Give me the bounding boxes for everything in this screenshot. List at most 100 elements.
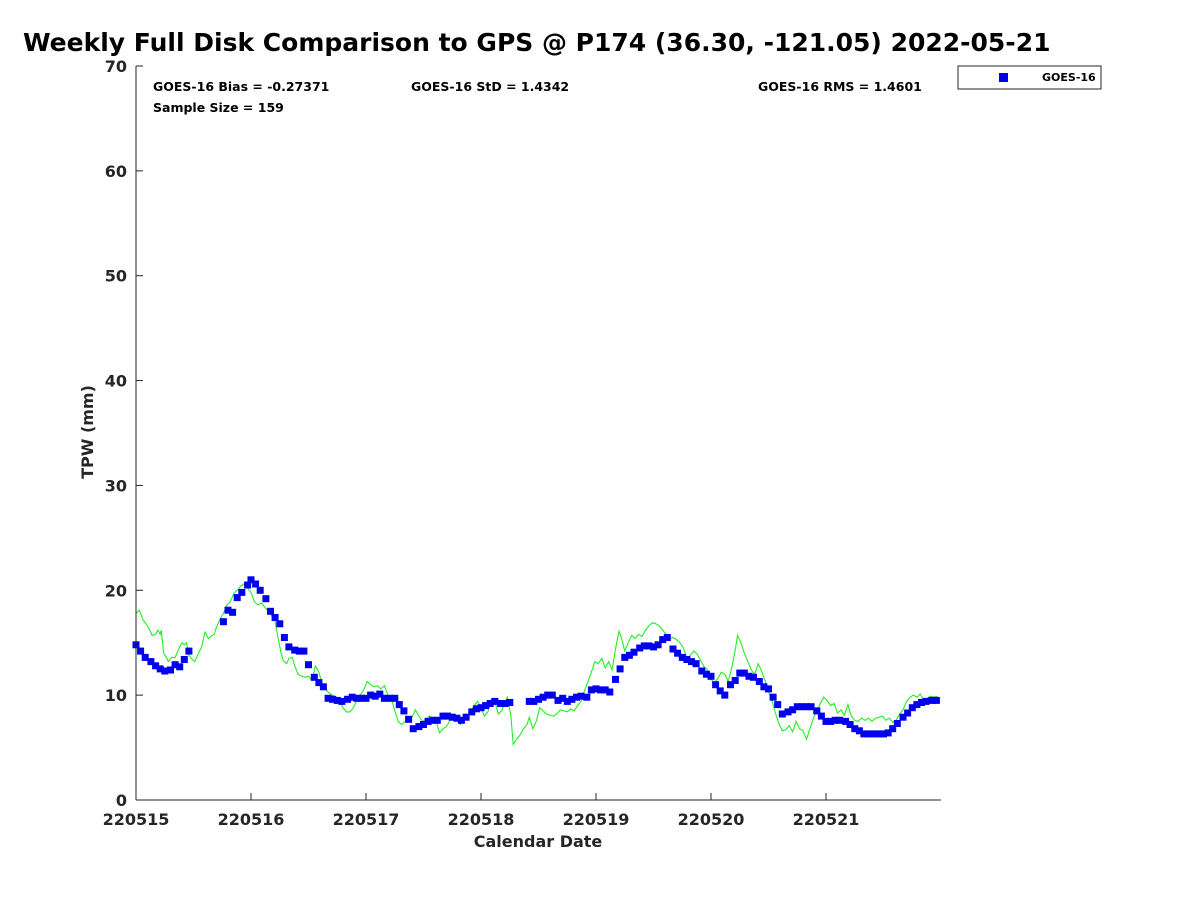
data-point-goes16 <box>482 702 490 710</box>
data-point-goes16 <box>778 710 786 718</box>
data-point-goes16 <box>760 683 768 691</box>
x-tick-label: 220519 <box>563 810 630 829</box>
x-tick-label: 220521 <box>793 810 860 829</box>
data-point-goes16 <box>457 716 465 724</box>
y-tick-label: 0 <box>116 791 127 810</box>
data-point-goes16 <box>324 694 332 702</box>
y-tick-label: 60 <box>105 162 127 181</box>
data-point-goes16 <box>391 694 399 702</box>
axes-layer: 0 10 20 30 40 50 60 70 220515 220516 220517 220518 2… <box>103 57 941 829</box>
data-point-goes16 <box>625 651 633 659</box>
data-point-goes16 <box>798 703 806 711</box>
data-point-goes16 <box>371 692 379 700</box>
data-point-goes16 <box>918 699 925 706</box>
data-point-goes16 <box>525 697 533 705</box>
data-point-goes16 <box>674 649 682 657</box>
data-point-goes16 <box>822 717 830 725</box>
data-point-goes16 <box>932 696 940 704</box>
data-point-goes16 <box>477 704 485 712</box>
y-tick-label: 30 <box>105 476 127 495</box>
data-point-goes16 <box>784 708 792 716</box>
data-point-goes16 <box>291 646 299 654</box>
data-point-goes16 <box>774 701 782 709</box>
data-point-goes16 <box>315 679 323 687</box>
data-point-goes16 <box>357 694 365 702</box>
data-point-goes16 <box>654 641 662 649</box>
data-point-goes16 <box>539 693 547 701</box>
data-point-goes16 <box>889 725 897 733</box>
data-point-goes16 <box>386 694 394 702</box>
data-point-goes16 <box>310 673 318 681</box>
data-point-goes16 <box>348 693 356 701</box>
data-point-goes16 <box>501 700 509 707</box>
data-point-goes16 <box>807 703 815 711</box>
data-point-goes16 <box>544 691 552 699</box>
data-point-goes16 <box>587 686 595 694</box>
data-point-goes16 <box>362 694 370 702</box>
stat-rms: GOES-16 RMS = 1.4601 <box>758 79 922 94</box>
data-point-goes16 <box>793 703 801 711</box>
data-point-goes16 <box>344 695 352 703</box>
data-point-goes16 <box>678 653 686 661</box>
data-point-goes16 <box>285 643 293 651</box>
x-tick-label: 220517 <box>333 810 400 829</box>
data-point-goes16 <box>904 709 912 717</box>
data-point-goes16 <box>448 713 456 721</box>
data-point-goes16 <box>262 595 270 603</box>
data-point-goes16 <box>439 712 447 720</box>
data-point-goes16 <box>831 716 839 724</box>
data-point-goes16 <box>880 730 887 738</box>
data-point-goes16 <box>707 672 715 680</box>
data-point-goes16 <box>305 661 312 669</box>
data-point-goes16 <box>295 647 303 655</box>
y-tick-label: 50 <box>105 267 127 286</box>
data-point-goes16 <box>745 672 753 680</box>
y-tick-label: 20 <box>105 581 127 600</box>
data-point-goes16 <box>827 717 835 725</box>
data-point-goes16 <box>224 606 232 614</box>
data-point-goes16 <box>688 658 695 666</box>
data-point-goes16 <box>884 729 892 737</box>
data-point-goes16 <box>167 666 174 674</box>
data-point-goes16 <box>468 708 476 716</box>
data-point-goes16 <box>616 665 624 673</box>
data-point-goes16 <box>395 701 403 709</box>
data-point-goes16 <box>846 721 854 728</box>
y-tick-label: 40 <box>105 372 127 391</box>
data-point-goes16 <box>319 683 327 691</box>
data-point-goes16 <box>813 707 821 715</box>
data-point-goes16 <box>280 634 288 641</box>
legend: GOES-16 <box>957 65 1102 90</box>
data-point-goes16 <box>462 713 470 721</box>
data-point-goes16 <box>716 687 724 695</box>
data-point-goes16 <box>559 694 567 702</box>
data-point-goes16 <box>659 636 667 644</box>
data-point-goes16 <box>817 712 825 720</box>
data-point-goes16 <box>606 688 614 696</box>
data-point-goes16 <box>156 665 164 673</box>
data-point-goes16 <box>252 580 260 588</box>
data-point-goes16 <box>229 608 237 616</box>
data-point-goes16 <box>256 586 264 594</box>
data-point-goes16 <box>238 588 246 596</box>
data-point-goes16 <box>712 681 720 689</box>
data-point-goes16 <box>583 693 591 701</box>
x-tick-label: 220515 <box>103 810 170 829</box>
data-point-goes16 <box>497 700 505 707</box>
data-point-goes16 <box>185 647 193 655</box>
data-point-goes16 <box>424 717 432 725</box>
data-point-goes16 <box>147 658 155 666</box>
data-point-goes16 <box>893 720 901 727</box>
data-point-goes16 <box>353 694 361 702</box>
data-point-goes16 <box>870 730 878 738</box>
data-point-goes16 <box>755 678 763 685</box>
data-point-goes16 <box>415 723 423 731</box>
data-point-goes16 <box>645 642 653 650</box>
data-point-goes16 <box>899 713 907 721</box>
data-point-goes16 <box>597 686 605 694</box>
data-point-goes16 <box>842 717 850 725</box>
data-point-goes16 <box>400 707 408 715</box>
data-point-goes16 <box>453 714 461 722</box>
data-point-goes16 <box>601 686 609 694</box>
